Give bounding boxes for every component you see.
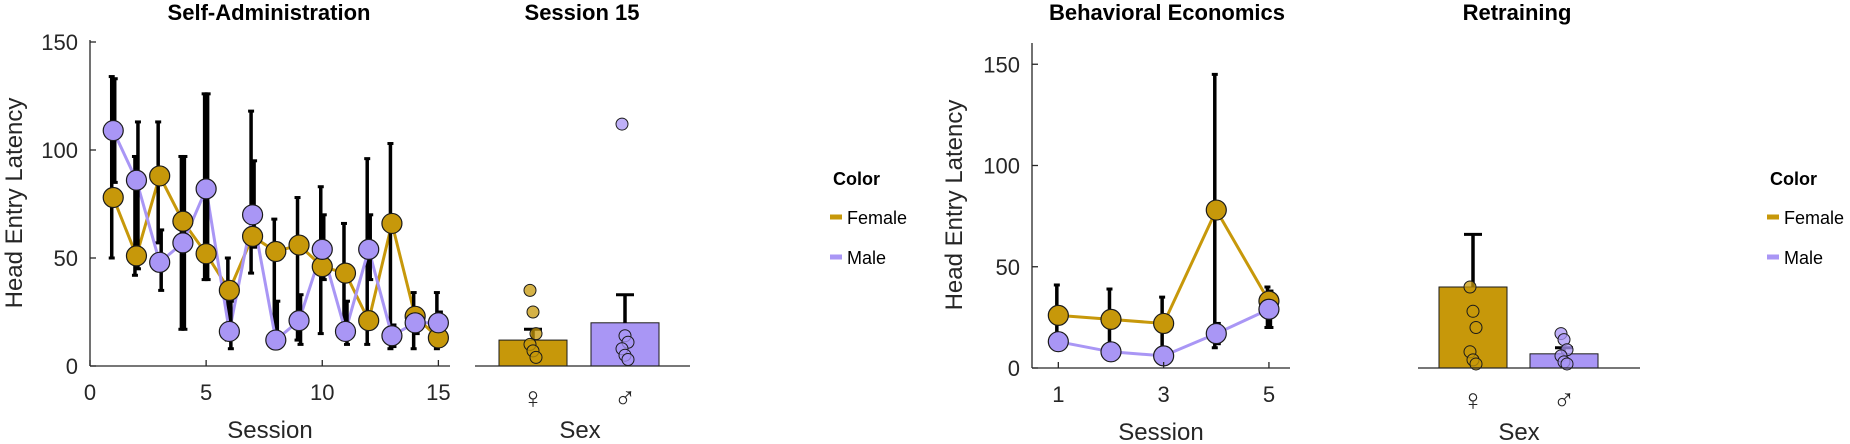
- session-15-panel: Session 15 ♀ ♂ Sex: [475, 0, 690, 444]
- p2-female-subject-point: [529, 350, 543, 364]
- p1-female-point: [195, 243, 217, 265]
- self-administration-y-label: Head Entry Latency: [1, 98, 28, 309]
- session-15-male-label: ♂: [614, 382, 637, 415]
- behavioral-economics-plot: [1047, 72, 1280, 367]
- retraining-title: Retraining: [1463, 0, 1572, 25]
- p3-female-point: [1047, 304, 1069, 326]
- self-administration-y-ticks: 0 50 100 150: [41, 30, 96, 379]
- self-administration-panel: Self-Administration 0 5 10 15 0 50 100 150 Ses…: [1, 0, 451, 444]
- session-15-female-label: ♀: [522, 382, 545, 415]
- p1-male-point: [125, 169, 148, 191]
- behavioral-economics-y-ticks: 0 50 100 150: [983, 52, 1038, 381]
- p1-y-tick-label: 150: [41, 30, 78, 55]
- p1-male-point: [218, 320, 240, 343]
- p1-x-tick-label: 5: [200, 380, 212, 405]
- p3-x-tick-label: 3: [1158, 382, 1170, 407]
- legend-left-title: Color: [833, 169, 880, 189]
- p3-male-point: [1100, 341, 1122, 363]
- p1-female-point: [172, 210, 194, 232]
- p4-female-subject-point: [1463, 280, 1477, 294]
- session-15-title: Session 15: [525, 0, 640, 25]
- self-administration-title: Self-Administration: [168, 0, 371, 25]
- retraining-x-label: Sex: [1498, 419, 1539, 444]
- p1-male-point: [172, 232, 194, 254]
- p4-male-subject-point: [1560, 357, 1574, 371]
- p1-male-point: [358, 238, 380, 260]
- p1-male-point: [427, 312, 449, 334]
- legend-right-female-label: Female: [1784, 208, 1844, 228]
- p1-male-point: [381, 325, 403, 347]
- p1-male-point: [311, 238, 333, 260]
- p2-female-subject-point: [529, 327, 543, 341]
- p1-male-point: [288, 310, 310, 332]
- p4-female-subject-point: [1466, 304, 1480, 318]
- p2-male-subject-point: [615, 117, 629, 131]
- p1-male-point: [195, 178, 217, 200]
- behavioral-economics-x-label: Session: [1118, 419, 1203, 444]
- p3-female-point: [1153, 312, 1175, 335]
- p1-male-point: [102, 119, 124, 142]
- p3-x-tick-label: 1: [1052, 382, 1064, 407]
- p1-male-point: [241, 204, 264, 226]
- p3-y-tick-label: 50: [996, 255, 1020, 280]
- legend-right: Color Female Male: [1767, 169, 1844, 268]
- retraining-male-label: ♂: [1553, 384, 1576, 417]
- legend-left: Color Female Male: [830, 169, 907, 268]
- p1-male-point: [265, 329, 287, 351]
- p1-female-point: [218, 279, 240, 301]
- p4-female-subject-point: [1469, 357, 1483, 371]
- p3-male-point: [1205, 322, 1227, 345]
- p1-female-point: [288, 234, 310, 256]
- retraining-panel: Retraining ♀ ♂ Sex: [1418, 0, 1640, 444]
- p3-male-point: [1258, 298, 1280, 320]
- behavioral-economics-x-ticks: 1 3 5: [1052, 362, 1275, 407]
- behavioral-economics-title: Behavioral Economics: [1049, 0, 1285, 25]
- p1-female-point: [125, 245, 148, 267]
- p3-y-tick-label: 0: [1008, 356, 1020, 381]
- p1-male-point: [149, 251, 171, 273]
- p1-y-tick-label: 100: [41, 138, 78, 163]
- p3-y-tick-label: 150: [983, 52, 1020, 77]
- p1-female-point: [241, 225, 264, 247]
- session-15-x-label: Sex: [559, 417, 600, 444]
- legend-left-female-label: Female: [847, 208, 907, 228]
- p3-x-tick-label: 5: [1263, 382, 1275, 407]
- p1-male-point: [334, 320, 357, 343]
- p1-female-point: [102, 186, 124, 209]
- self-administration-x-label: Session: [227, 417, 312, 444]
- behavioral-economics-panel: Behavioral Economics 1 3 5 0 50 100 150 Sessi…: [941, 0, 1290, 444]
- p1-y-tick-label: 50: [54, 246, 78, 271]
- behavioral-economics-y-label: Head Entry Latency: [941, 100, 968, 311]
- legend-right-male-label: Male: [1784, 248, 1823, 268]
- self-administration-plot: [102, 75, 449, 351]
- p1-female-point: [265, 240, 287, 263]
- p1-x-tick-label: 10: [310, 380, 334, 405]
- retraining-female-label: ♀: [1462, 384, 1485, 417]
- p1-y-tick-label: 0: [66, 354, 78, 379]
- p1-female-point: [358, 310, 380, 332]
- p2-male-subject-point: [621, 353, 635, 367]
- p3-male-point: [1047, 331, 1069, 353]
- p3-female-point: [1205, 199, 1227, 221]
- p3-female-point: [1100, 308, 1122, 330]
- p1-x-tick-label: 15: [426, 380, 450, 405]
- p1-x-tick-label: 0: [84, 380, 96, 405]
- p3-y-tick-label: 100: [983, 154, 1020, 179]
- p1-female-point: [334, 262, 357, 284]
- p1-female-point: [381, 212, 403, 235]
- p4-female-subject-point: [1469, 321, 1483, 334]
- p2-female-subject-point: [523, 283, 537, 297]
- p2-female-subject-point: [526, 305, 540, 319]
- session-15-plot: [498, 117, 660, 367]
- legend-left-male-label: Male: [847, 248, 886, 268]
- legend-right-title: Color: [1770, 169, 1817, 189]
- self-administration-x-ticks: 0 5 10 15: [84, 360, 451, 405]
- p1-female-point: [149, 165, 171, 187]
- p1-male-point: [404, 312, 426, 334]
- retraining-plot: [1438, 232, 1599, 371]
